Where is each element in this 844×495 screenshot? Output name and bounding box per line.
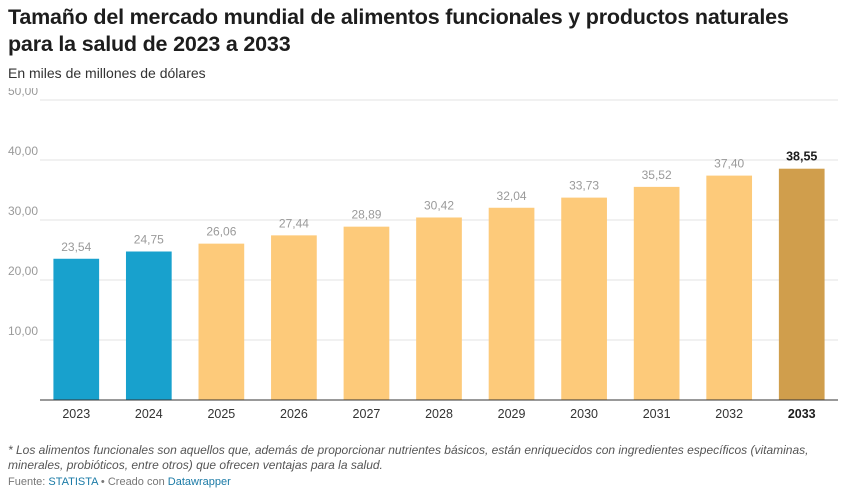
y-tick-label: 50,00 (8, 88, 38, 98)
bar (343, 226, 390, 400)
x-tick-label: 2025 (207, 407, 235, 421)
x-tick-label: 2029 (498, 407, 526, 421)
bar (561, 197, 607, 400)
bar (706, 175, 753, 400)
bar-value-label: 23,54 (61, 240, 91, 254)
x-tick-label: 2024 (135, 407, 163, 421)
x-tick-label: 2033 (788, 407, 816, 421)
created-with-text: • Creado con (97, 476, 168, 488)
x-tick-label: 2026 (280, 407, 308, 421)
x-tick-label: 2028 (425, 407, 453, 421)
bar-chart: 10,00 20,00 30,00 40,00 50,00 23,54 2023 24,75 2… (8, 88, 838, 421)
y-tick-label: 10,00 (8, 324, 38, 338)
bar-value-label: 37,40 (714, 157, 744, 171)
bar (198, 243, 245, 400)
source-link[interactable]: STATISTA (48, 476, 98, 488)
x-tick-label: 2032 (715, 407, 743, 421)
chart-title: Tamaño del mercado mundial de alimentos … (8, 5, 789, 56)
bar (488, 207, 535, 400)
bar-value-label: 30,42 (424, 198, 454, 212)
bar (416, 217, 462, 400)
bar-value-label: 28,89 (351, 208, 381, 222)
bar (633, 186, 680, 400)
bar-value-label: 33,73 (569, 179, 599, 193)
bar (125, 251, 172, 400)
x-tick-label: 2030 (570, 407, 598, 421)
bar-value-label: 24,75 (134, 233, 164, 247)
y-tick-label: 30,00 (8, 204, 38, 218)
bar-value-label: 38,55 (786, 150, 817, 164)
bar (778, 168, 825, 400)
x-tick-label: 2023 (62, 407, 90, 421)
bar-value-label: 32,04 (497, 189, 527, 203)
bar (53, 258, 100, 400)
bar-value-label: 35,52 (642, 168, 672, 182)
footnote: * Los alimentos funcionales son aquellos… (8, 443, 809, 472)
bar (271, 235, 317, 400)
y-tick-label: 40,00 (8, 144, 38, 158)
bar-value-label: 26,06 (206, 225, 236, 239)
bar-value-label: 27,44 (279, 216, 309, 230)
x-tick-label: 2027 (353, 407, 381, 421)
y-tick-label: 20,00 (8, 264, 38, 278)
datawrapper-link[interactable]: Datawrapper (167, 476, 231, 488)
source-prefix: Fuente: (8, 476, 49, 488)
chart-subtitle: En miles de millones de dólares (8, 65, 206, 81)
source-line: Fuente: STATISTA • Creado con Datawrappe… (8, 476, 231, 488)
x-tick-label: 2031 (643, 407, 671, 421)
